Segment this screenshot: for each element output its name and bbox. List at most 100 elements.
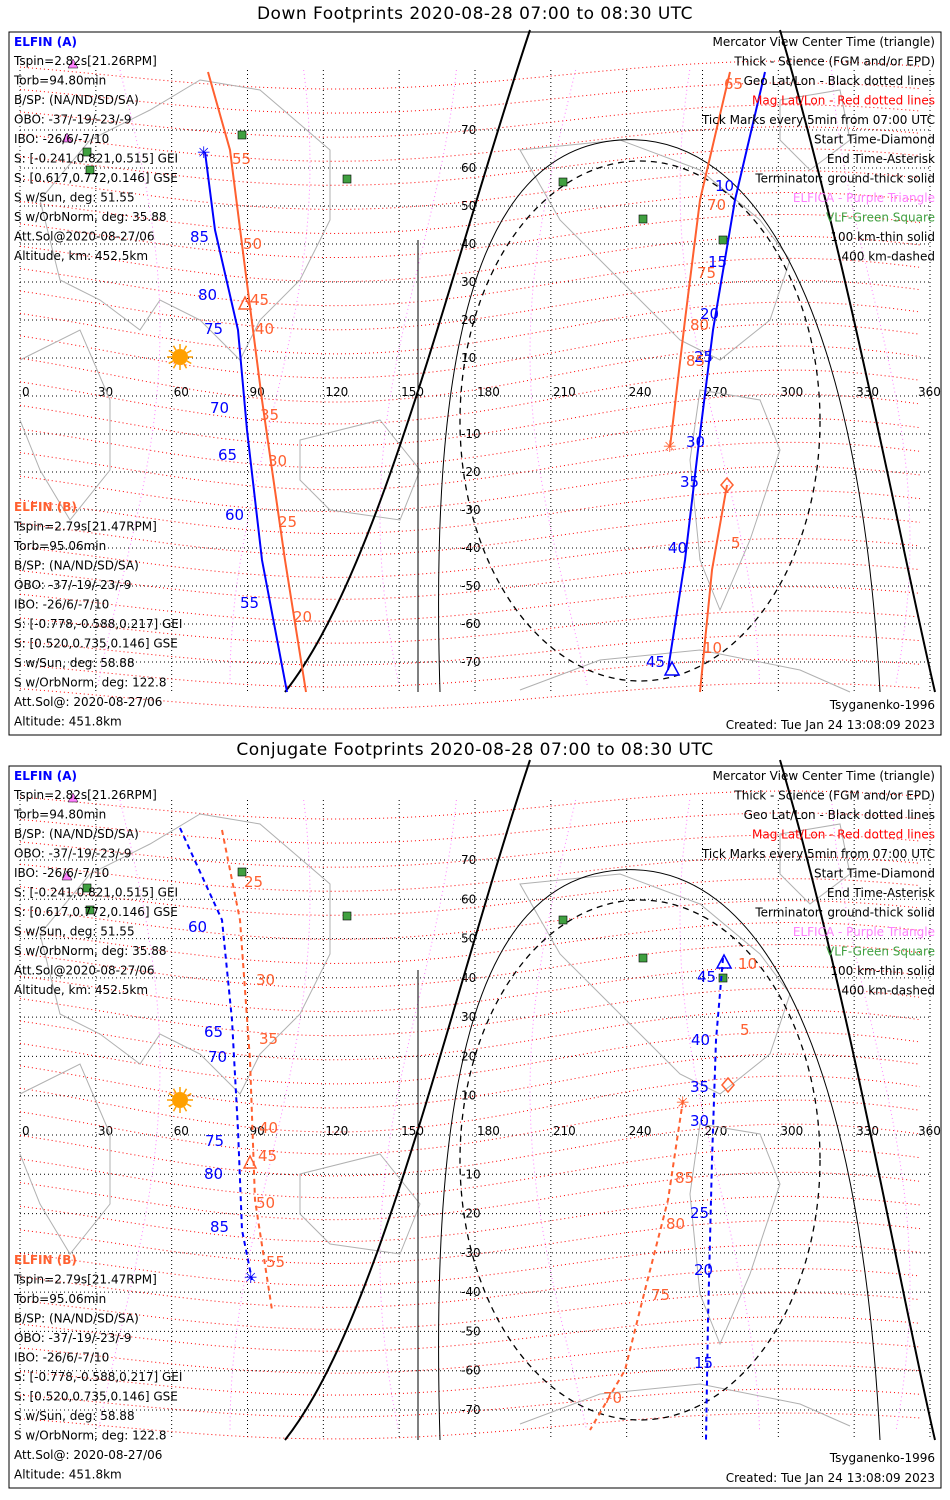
elfin-b-tick-label: 75 [697, 264, 716, 282]
coastline-shape [39, 813, 331, 1095]
elfin-a-info-line: B/SP: (NA/ND/SD/SA) [14, 93, 139, 107]
elfin-a-tick-label: 65 [204, 1023, 223, 1041]
sun-ray [168, 1092, 174, 1097]
mag-latitude-line [19, 987, 921, 1037]
lat-tick-label: -60 [461, 1364, 481, 1378]
mag-latitude-line [19, 1099, 921, 1155]
mag-latitude-line [19, 943, 921, 989]
elfin-b-end-asterisk-icon: ✳ [663, 437, 676, 456]
elfin-b-info: ELFIN (B) Tspin=2.79s[21.47RPM] Torb=95.06… [13, 500, 182, 729]
elfin-b-center-triangle-icon [242, 1154, 258, 1169]
elfin-a-tick-label: 40 [691, 1031, 710, 1049]
mag-latitude-line [19, 856, 921, 892]
terminator-line-east [779, 759, 936, 1441]
lat-tick-label: 60 [461, 161, 476, 175]
lon-tick-label: 240 [629, 385, 652, 399]
elfin-a-tick-label: 20 [694, 1261, 713, 1279]
lon-tick-label: 330 [856, 1124, 879, 1138]
elfin-a-info-line: B/SP: (NA/ND/SD/SA) [14, 827, 139, 841]
elfin-b-tick-label: 5 [740, 1021, 750, 1039]
legend-item: 100 km-thin solid [830, 230, 935, 244]
legend-item: 400 km-dashed [841, 984, 935, 998]
vlf-green-square-icon [85, 165, 95, 175]
mag-latitude-line [19, 1195, 921, 1243]
panel-frame [8, 765, 942, 1489]
mag-meridian-line [97, 799, 161, 1431]
lat-tick-label: 10 [461, 351, 476, 365]
mag-latitude-line [19, 1031, 921, 1085]
elfin-b-info-line: Att.Sol@: 2020-08-27/06 [14, 1448, 162, 1462]
elfin-a-info-line: Torb=94.80min [13, 74, 106, 88]
elfin-b-tick-label: 85 [686, 352, 705, 370]
legend-item: Mercator View Center Time (triangle) [713, 35, 935, 49]
elfin-b-info-line: S w/Sun, deg: 58.88 [14, 1409, 135, 1423]
mag-latitude-line [19, 514, 921, 556]
coastlines [19, 813, 851, 1427]
elfin-a-tick-label: 45 [697, 968, 716, 986]
elfin-b-tick-label: 80 [666, 1215, 685, 1233]
terminator-line-west [284, 759, 531, 1441]
lat-tick-label: -20 [461, 465, 481, 479]
elfin-a-name: ELFIN (A) [14, 769, 77, 783]
mag-latitude-line [19, 812, 921, 844]
legend-item: Tick Marks every 5min from 07:00 UTC [701, 847, 935, 861]
lon-tick-label: 150 [401, 1124, 424, 1138]
terminator [284, 29, 936, 693]
vlf-green-square-icon [82, 883, 92, 893]
elfin-b-tick-label: 20 [293, 608, 312, 626]
lon-tick-label: 300 [780, 1124, 803, 1138]
elfin-a-info-line: S w/OrbNorm, deg: 35.88 [14, 944, 166, 958]
coastline-shape [299, 419, 421, 521]
elfin-a-tick-label: 70 [208, 1048, 227, 1066]
vlf-green-square-icon [638, 214, 648, 224]
elfin-b-info-line: IBO: -26/6/-7/10 [14, 1351, 109, 1365]
mag-latitude-line [19, 82, 921, 114]
sun-ray [183, 1106, 188, 1112]
elfin-a-tick-label: 75 [204, 320, 223, 338]
mag-latitude-line [19, 104, 921, 138]
sun-ray [168, 1103, 174, 1108]
elfin-a-info: ELFIN (A) Tspin=2.82s[21.26RPM] Torb=94.80… [13, 35, 178, 263]
coastline-shape [39, 79, 331, 361]
elfin-a-center-triangle-icon [663, 660, 681, 676]
lat-tick-label: -30 [461, 1246, 481, 1260]
legend: Mercator View Center Time (triangle) Thic… [701, 35, 935, 264]
elfin-a-tick-label: 65 [218, 446, 237, 464]
elfin-b-info-line: OBO: -37/-19/-23/-9 [14, 1331, 131, 1345]
elfin-a-info-line: Torb=94.80min [13, 808, 106, 822]
elfin-a-tick-label: 80 [204, 1165, 223, 1183]
lat-tick-label: -50 [461, 579, 481, 593]
elfin-b-tick-label: 10 [703, 639, 722, 657]
lat-tick-label: 30 [461, 1010, 476, 1024]
elfica-purple-triangle-icon [61, 132, 73, 143]
elfin-b-tick-label: 55 [232, 150, 251, 168]
boundary-400km [459, 899, 821, 1421]
footprint-tracks [204, 71, 766, 693]
sun-disc [172, 349, 188, 365]
elfin-a-tick-label: 55 [240, 594, 259, 612]
lon-tick-label: 30 [98, 385, 113, 399]
elfin-b-tick-label: 30 [268, 452, 287, 470]
vlf-green-square-icon [718, 235, 728, 245]
coastline-shape [779, 823, 851, 905]
sun-icon [167, 344, 193, 370]
elfin-b-tick-label: 35 [259, 1030, 278, 1048]
mag-meridian-line [831, 69, 911, 686]
mag-latitude-line [19, 393, 921, 447]
lon-tick-label: 330 [856, 385, 879, 399]
elfin-b-tick-label: 70 [603, 1389, 622, 1407]
elfin-b-info-line: S: [0.520,0.735,0.146] GSE [14, 1390, 178, 1404]
legend: Mercator View Center Time (triangle) Thic… [701, 769, 935, 998]
elfin-b-tick-label: 50 [243, 235, 262, 253]
lat-tick-label: 10 [461, 1089, 476, 1103]
lon-tick-label: 210 [553, 1124, 576, 1138]
coastline-shape [19, 1063, 111, 1255]
elfin-a-info-line: Tspin=2.82s[21.26RPM] [13, 788, 157, 802]
elfin-b-info: ELFIN (B) Tspin=2.79s[21.47RPM] Torb=95.06… [13, 1253, 182, 1482]
sun-ray [186, 1103, 192, 1108]
elfin-b-info-line: Att.Sol@: 2020-08-27/06 [14, 695, 162, 709]
sun-ray [186, 349, 192, 354]
elfin-b-tick-label: 10 [738, 955, 757, 973]
elfin-a-info-line: OBO: -37/-19/-23/-9 [14, 847, 131, 861]
